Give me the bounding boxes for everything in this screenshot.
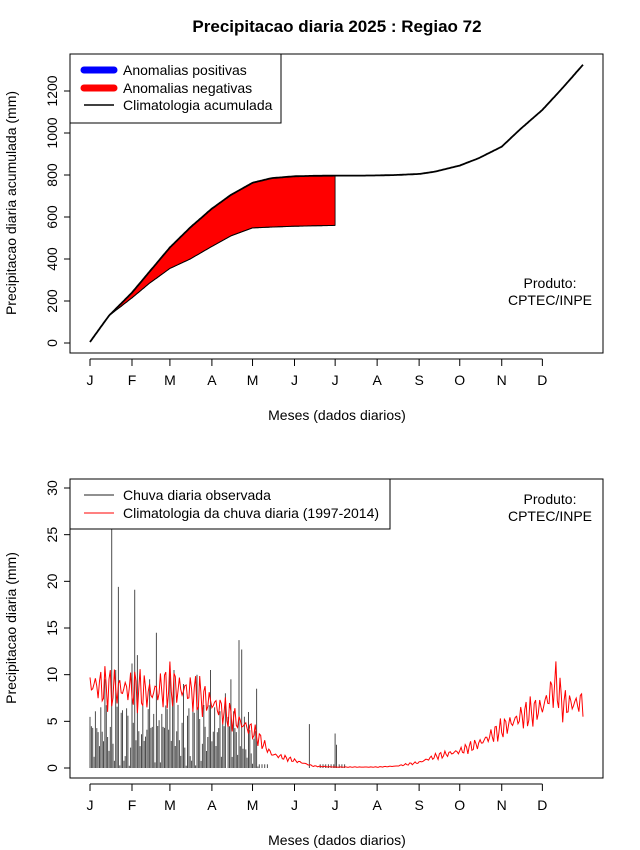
x-tick-label: J — [332, 797, 339, 813]
x-tick-label: M — [247, 372, 259, 388]
anomaly-fill-group — [89, 175, 336, 343]
x-tick-label: A — [207, 372, 217, 388]
x-axis-label-2: Meses (dados diarios) — [268, 832, 406, 848]
panel-daily: 0 5 10 15 20 25 30 J F M A M J J A S O N D Precipitacao d… — [3, 478, 604, 848]
annotation-produto-1: Produto: — [524, 275, 577, 291]
legend-2: Chuva diaria observada Climatologia da c… — [69, 478, 391, 530]
x-tick-label: J — [87, 372, 94, 388]
legend-label-climatology-daily: Climatologia da chuva diaria (1997-2014) — [123, 505, 379, 521]
y-axis-label-2: Precipitacao diaria (mm) — [3, 552, 19, 704]
panel-cumulative: 0 200 400 600 800 1000 1200 J F M A M J J A S O N D Preci… — [3, 53, 604, 423]
y-tick-label: 200 — [44, 289, 60, 313]
legend-label-positive: Anomalias positivas — [123, 62, 247, 78]
annotation-cptec-1: CPTEC/INPE — [508, 292, 592, 308]
y-tick-label: 1200 — [44, 75, 60, 106]
x-tick-label: J — [332, 372, 339, 388]
negative-anomaly-area — [89, 175, 336, 343]
x-tick-label: A — [372, 372, 382, 388]
x-tick-label: A — [372, 797, 382, 813]
y-tick-label: 800 — [44, 163, 60, 187]
climatology-cumulative-line — [89, 64, 584, 343]
y-tick-label: 600 — [44, 205, 60, 229]
legend-label-negative: Anomalias negativas — [123, 80, 252, 96]
annotation-produto-2: Produto: — [524, 491, 577, 507]
y-tick-label: 10 — [44, 667, 60, 683]
x-tick-label: S — [414, 797, 423, 813]
y-tick-label: 30 — [44, 480, 60, 496]
x-tick-label: M — [164, 372, 176, 388]
y-axis-2: 0 5 10 15 20 25 30 — [44, 480, 71, 772]
x-tick-label: O — [454, 797, 465, 813]
y-tick-label: 5 — [44, 717, 60, 725]
x-tick-label: D — [537, 372, 547, 388]
y-tick-label: 1000 — [44, 117, 60, 148]
x-tick-label: F — [128, 797, 137, 813]
y-tick-label: 15 — [44, 620, 60, 636]
legend-label-observed: Chuva diaria observada — [123, 487, 271, 503]
observed-cumulative-line — [89, 224, 336, 343]
y-tick-label: 25 — [44, 527, 60, 543]
x-tick-label: S — [414, 372, 423, 388]
legend-1: Anomalias positivas Anomalias negativas … — [69, 53, 282, 124]
y-axis-1: 0 200 400 600 800 1000 1200 — [44, 75, 71, 347]
legend-label-climatology: Climatologia acumulada — [123, 97, 273, 113]
x-tick-label: M — [164, 797, 176, 813]
y-tick-label: 0 — [44, 339, 60, 347]
y-tick-label: 400 — [44, 247, 60, 271]
x-tick-label: D — [537, 797, 547, 813]
legend-box-2 — [69, 478, 391, 530]
x-tick-label: N — [497, 372, 507, 388]
x-tick-label: J — [87, 797, 94, 813]
y-tick-label: 0 — [44, 764, 60, 772]
chart-title: Precipitacao diaria 2025 : Regiao 72 — [192, 17, 481, 36]
x-tick-label: M — [247, 797, 259, 813]
x-tick-label: J — [291, 372, 298, 388]
x-tick-label: N — [497, 797, 507, 813]
annotation-cptec-2: CPTEC/INPE — [508, 508, 592, 524]
x-tick-label: O — [454, 372, 465, 388]
climatology-daily-line — [89, 661, 584, 768]
x-axis-label-1: Meses (dados diarios) — [268, 407, 406, 423]
x-tick-label: J — [291, 797, 298, 813]
x-tick-label: F — [128, 372, 137, 388]
y-axis-label-1: Precipitacao diaria acumulada (mm) — [3, 91, 19, 315]
observed-bars-group — [89, 527, 346, 768]
y-tick-label: 20 — [44, 573, 60, 589]
x-tick-label: A — [207, 797, 217, 813]
